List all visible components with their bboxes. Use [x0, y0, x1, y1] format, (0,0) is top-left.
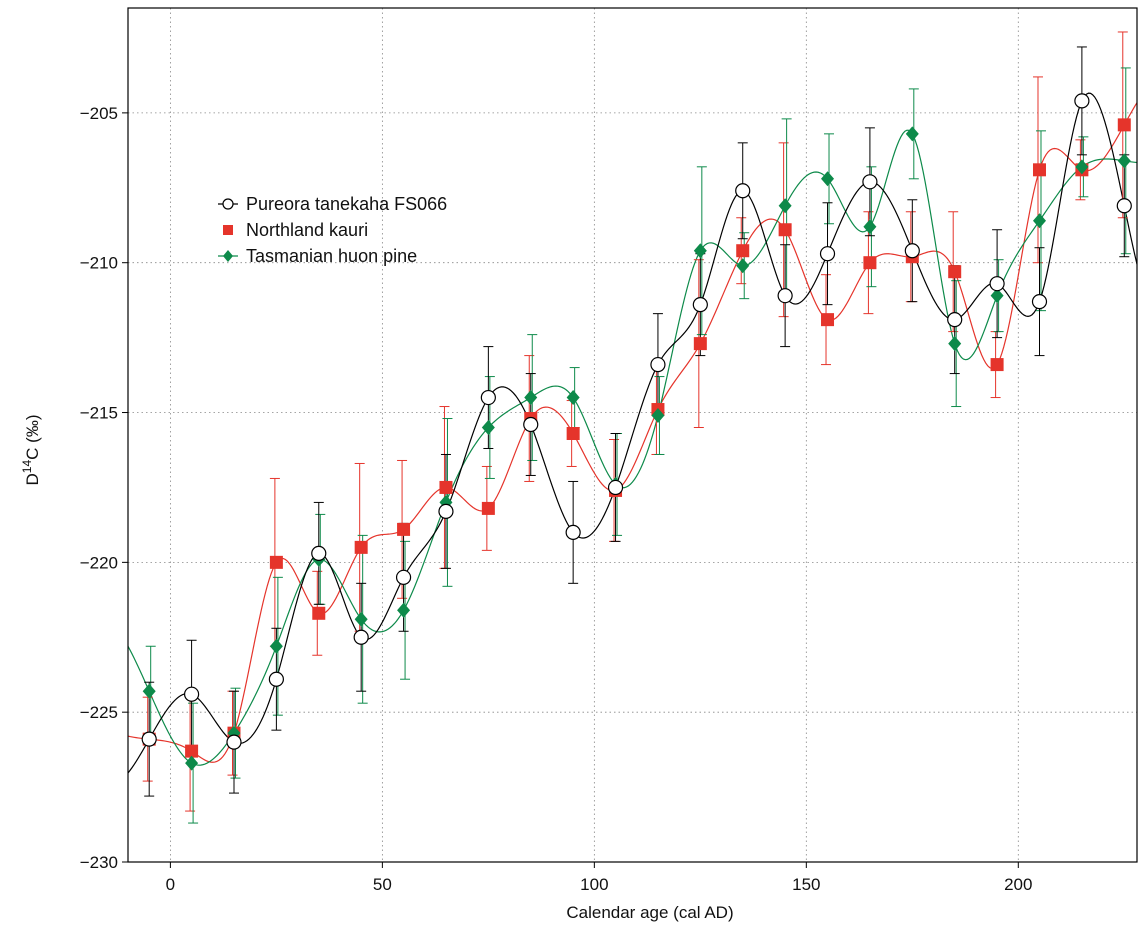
data-point-square — [1117, 118, 1131, 132]
x-tick-label: 50 — [373, 875, 392, 894]
legend-marker — [223, 225, 233, 235]
data-point-circle — [777, 288, 793, 304]
legend-marker — [222, 198, 234, 210]
data-point-circle — [989, 276, 1005, 292]
legend-label: Tasmanian huon pine — [246, 246, 417, 266]
data-point-diamond — [269, 638, 283, 654]
y-tick-label: −230 — [80, 853, 118, 872]
data-point-diamond — [481, 420, 495, 436]
data-point-circle — [947, 312, 963, 328]
data-point-diamond — [693, 243, 707, 259]
data-point-diamond — [990, 288, 1004, 304]
legend: Pureora tanekaha FS066 Northland kauri Tas… — [218, 194, 447, 266]
y-tick-label: −205 — [80, 104, 118, 123]
data-point-circle — [141, 731, 157, 747]
y-axis-label-main: D — [23, 473, 42, 485]
y-axis-label: D14C (‰) — [20, 415, 42, 486]
data-point-circle — [862, 174, 878, 190]
curve-square — [127, 102, 1138, 763]
legend-label: Pureora tanekaha FS066 — [246, 194, 447, 214]
data-point-circle — [183, 686, 200, 702]
plot-frame — [127, 7, 1138, 863]
x-tick-label: 150 — [792, 875, 820, 894]
x-tick-label: 100 — [580, 875, 608, 894]
data-point-square — [821, 313, 835, 327]
data-point-square — [863, 256, 877, 270]
curve-circle — [127, 92, 1138, 774]
data-point-square — [312, 606, 326, 620]
y-tick-label: −220 — [80, 553, 118, 572]
data-point-circle — [1031, 294, 1048, 310]
data-point-square — [948, 265, 962, 279]
data-point-square — [693, 337, 707, 351]
data-points — [141, 93, 1132, 771]
data-point-diamond — [948, 336, 962, 352]
data-point-circle — [523, 416, 539, 433]
data-point-circle — [226, 734, 242, 750]
data-point-square — [566, 427, 580, 441]
data-point-diamond — [651, 408, 665, 424]
data-point-diamond — [524, 390, 538, 406]
data-point-circle — [311, 545, 327, 561]
data-point-diamond — [566, 390, 580, 406]
x-tick-label: 0 — [166, 875, 175, 894]
data-point-circle — [268, 671, 284, 687]
data-point-circle — [438, 503, 454, 520]
data-point-diamond — [821, 171, 835, 187]
data-point-diamond — [1032, 213, 1046, 229]
x-axis-label: Calendar age (cal AD) — [566, 903, 733, 922]
data-point-circle — [819, 246, 836, 262]
data-point-square — [354, 540, 368, 554]
data-point-diamond — [863, 219, 877, 235]
grid — [128, 8, 1137, 862]
data-point-square — [736, 244, 750, 258]
legend-entry: Northland kauri — [223, 220, 368, 240]
data-point-circle — [565, 524, 581, 540]
axis-ticks: 0 50 100 150 200 −230 −225 −220 −215 −210 −205 — [80, 104, 1033, 894]
data-point-diamond — [1117, 153, 1131, 169]
data-point-square — [439, 480, 453, 494]
data-point-diamond — [1075, 159, 1089, 175]
data-point-diamond — [397, 602, 411, 618]
smoothed-curves — [127, 92, 1138, 774]
data-point-circle — [735, 183, 751, 199]
data-point-circle — [395, 569, 412, 585]
data-point-diamond — [905, 126, 919, 142]
data-point-square — [185, 744, 199, 758]
data-point-circle — [480, 389, 496, 406]
data-point-square — [481, 501, 495, 515]
y-axis-label-rest: C (‰) — [23, 415, 42, 460]
error-bars — [142, 31, 1131, 824]
data-point-diamond — [354, 611, 368, 627]
y-tick-label: −215 — [80, 404, 118, 423]
data-point-square — [1032, 163, 1046, 177]
data-point-diamond — [736, 258, 750, 274]
data-point-circle — [692, 297, 708, 313]
legend-entry: Tasmanian huon pine — [218, 246, 417, 266]
curve-diamond — [127, 129, 1138, 766]
data-point-circle — [1116, 198, 1132, 214]
y-tick-label: −210 — [80, 254, 118, 273]
legend-label: Northland kauri — [246, 220, 368, 240]
data-point-square — [269, 555, 283, 569]
data-point-circle — [650, 356, 666, 373]
data-point-diamond — [185, 755, 199, 771]
x-tick-label: 200 — [1004, 875, 1032, 894]
y-tick-label: −225 — [80, 703, 118, 722]
data-point-circle — [607, 479, 624, 496]
data-point-square — [778, 223, 792, 237]
data-point-circle — [904, 243, 920, 259]
y-axis-label-sup: 14 — [20, 460, 34, 474]
data-point-circle — [1074, 93, 1090, 109]
data-point-diamond — [142, 683, 156, 699]
data-point-square — [397, 522, 411, 536]
data-point-square — [990, 358, 1004, 372]
legend-entry: Pureora tanekaha FS066 — [218, 194, 447, 214]
data-point-diamond — [778, 198, 792, 214]
data-point-circle — [353, 629, 369, 645]
legend-marker — [223, 250, 233, 262]
